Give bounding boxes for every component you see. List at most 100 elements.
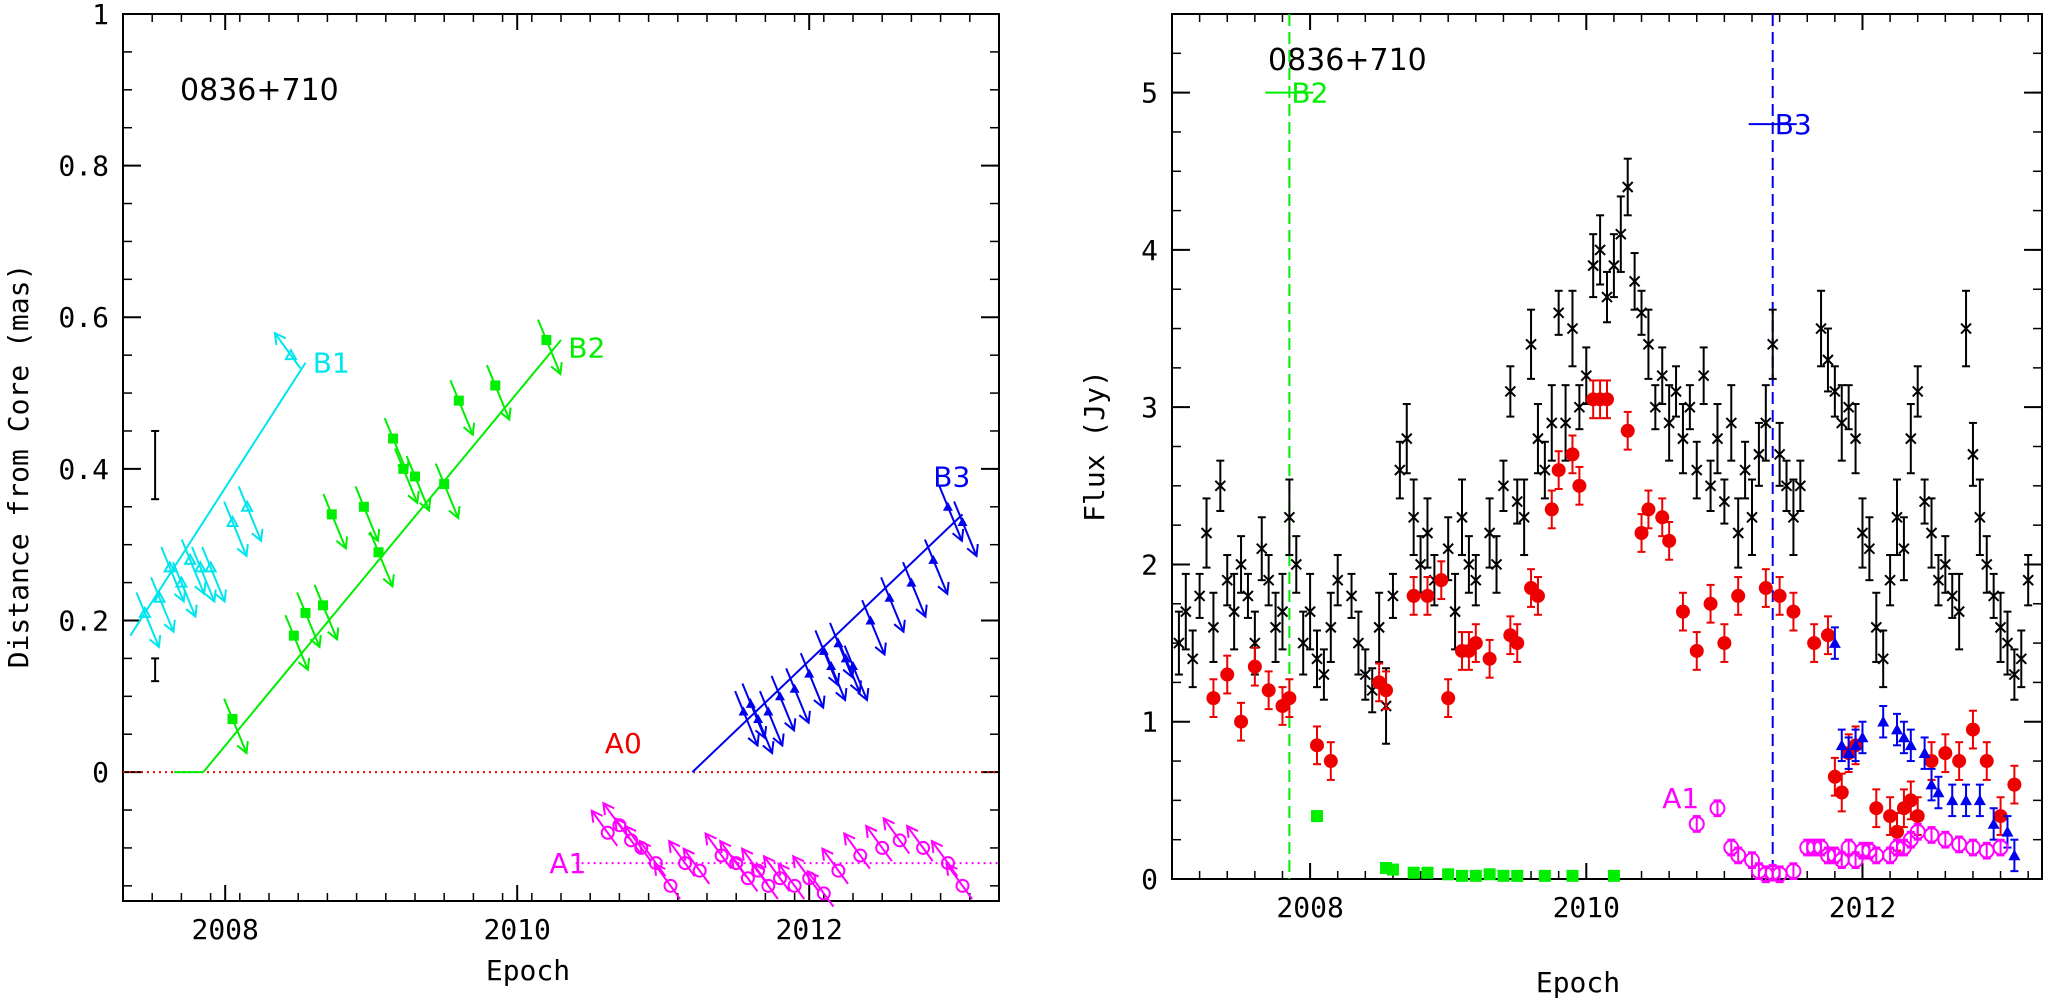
b3-point bbox=[1987, 817, 2000, 829]
b3-point bbox=[1828, 637, 1841, 648]
b1-vector bbox=[191, 546, 216, 602]
b3-point bbox=[1849, 739, 1862, 751]
b2-point bbox=[1511, 869, 1524, 882]
b3-point bbox=[840, 653, 851, 663]
a0-point bbox=[1510, 636, 1525, 651]
a1-point bbox=[1730, 847, 1747, 864]
left-panel: 0836+710 Epoch Distance from Core (mas) … bbox=[2, 0, 1000, 987]
a0-label: A0 bbox=[605, 727, 642, 760]
a0-point bbox=[1420, 588, 1435, 603]
b2-vector-head bbox=[327, 627, 340, 642]
total-point bbox=[1262, 574, 1275, 586]
a0-point bbox=[1807, 636, 1822, 651]
b2-point bbox=[1407, 866, 1420, 879]
b1-vector bbox=[150, 576, 175, 633]
total-point bbox=[2001, 637, 2014, 649]
left-xtick-label: 2012 bbox=[775, 913, 842, 946]
total-point bbox=[1180, 605, 1192, 618]
b3-point bbox=[906, 577, 917, 587]
total-point bbox=[1981, 558, 1993, 571]
b3-vector bbox=[821, 645, 847, 701]
total-point bbox=[1401, 432, 1413, 445]
a1-vector-head bbox=[930, 839, 944, 854]
b2-point bbox=[227, 714, 238, 725]
a0-point bbox=[1441, 691, 1456, 706]
a0-point bbox=[1965, 722, 1980, 737]
a0-point bbox=[1786, 604, 1801, 619]
b1-vector-head bbox=[148, 634, 162, 649]
left-ytick-label: 0.8 bbox=[58, 150, 109, 183]
a1-point bbox=[1937, 831, 1954, 848]
b2-vector bbox=[322, 493, 347, 549]
total-point bbox=[1242, 590, 1254, 602]
b2-vector bbox=[223, 698, 248, 754]
b3-point bbox=[1932, 786, 1945, 798]
total-point bbox=[1345, 590, 1358, 602]
total-point bbox=[1877, 653, 1889, 665]
b3-vector-head bbox=[835, 687, 848, 702]
a0-point bbox=[1572, 478, 1587, 493]
b3-vector-head bbox=[915, 604, 928, 619]
b3-fit-line bbox=[691, 513, 964, 773]
a1-vector-head bbox=[624, 824, 637, 838]
total-point bbox=[1905, 432, 1917, 445]
b2-point bbox=[300, 607, 311, 618]
a1-vector-head bbox=[590, 809, 603, 823]
total-point bbox=[1552, 307, 1565, 319]
left-panel-title: 0836+710 bbox=[180, 73, 339, 108]
total-point bbox=[1849, 432, 1862, 445]
b2-vector-head bbox=[550, 361, 563, 376]
a1-vector-head bbox=[806, 869, 820, 884]
total-point bbox=[1207, 621, 1220, 634]
a1-vector-head bbox=[864, 824, 878, 838]
b3-vector-head bbox=[772, 733, 785, 748]
a1-point bbox=[1923, 826, 1940, 843]
b3-point bbox=[1904, 739, 1917, 751]
a0-point bbox=[1530, 588, 1545, 603]
a0-point bbox=[1565, 447, 1580, 462]
a0-point bbox=[1890, 824, 1904, 839]
right-xtick-label: 2008 bbox=[1276, 891, 1343, 924]
a1-vector-head bbox=[945, 862, 958, 876]
total-point bbox=[1276, 605, 1289, 618]
total-point bbox=[1525, 338, 1537, 350]
total-point bbox=[2022, 574, 2034, 586]
right-xtick-label: 2012 bbox=[1829, 891, 1896, 924]
a0-point bbox=[1883, 809, 1898, 824]
a1-point bbox=[1709, 800, 1726, 817]
total-point bbox=[1283, 511, 1296, 523]
b1-vector bbox=[180, 539, 206, 595]
b2-vector bbox=[449, 379, 474, 436]
left-x-axis-label: Epoch bbox=[486, 954, 570, 987]
a1-label: A1 bbox=[1662, 782, 1699, 815]
total-point bbox=[1753, 448, 1765, 461]
a0-point bbox=[1731, 588, 1746, 603]
total-point bbox=[1332, 574, 1344, 586]
total-point bbox=[1898, 543, 1910, 555]
b3-point bbox=[738, 706, 749, 716]
b3-vector bbox=[923, 539, 949, 595]
b1-vector-head bbox=[236, 543, 249, 558]
total-point bbox=[1994, 621, 2007, 634]
left-data-layer: A0 B1 B2 B3 A1 bbox=[123, 319, 999, 908]
total-point bbox=[1359, 668, 1372, 681]
total-point bbox=[1711, 432, 1724, 445]
a1-point bbox=[916, 840, 931, 855]
right-x-axis-label: Epoch bbox=[1536, 966, 1620, 999]
b1-vector bbox=[274, 332, 302, 369]
total-point bbox=[1539, 464, 1551, 476]
a0-point bbox=[1655, 510, 1670, 525]
a1-point bbox=[853, 848, 868, 863]
b2-point bbox=[1421, 866, 1434, 879]
total-point bbox=[1622, 181, 1634, 193]
b3-vector-head bbox=[951, 528, 965, 543]
b3-point bbox=[942, 501, 953, 511]
total-point bbox=[1221, 574, 1233, 586]
a1-vector-head bbox=[613, 816, 627, 831]
b1-vector-head bbox=[194, 581, 207, 596]
b2-point bbox=[410, 471, 420, 482]
b1-point bbox=[284, 348, 298, 361]
total-point bbox=[1732, 527, 1744, 539]
left-ytick-label: 0.2 bbox=[58, 604, 109, 637]
